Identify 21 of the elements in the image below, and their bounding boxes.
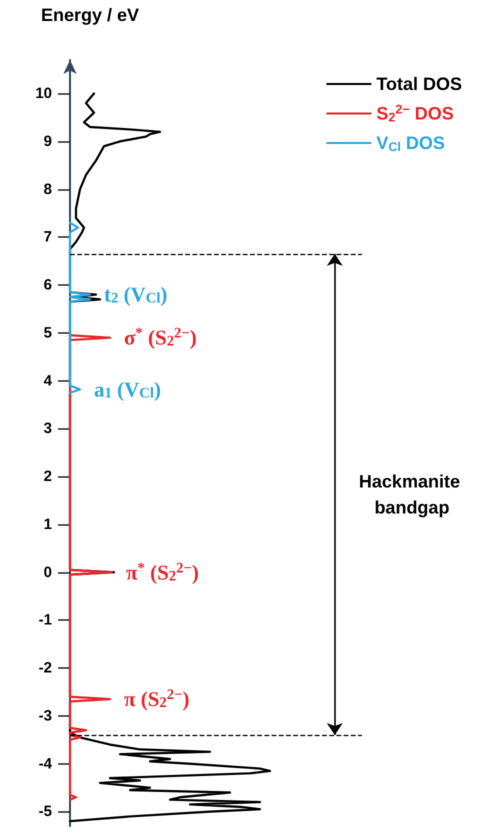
y-tick-label: 9 [44,132,52,150]
y-tick-label: 1 [44,516,52,533]
y-tick-label: 2 [44,468,52,486]
y-tick-label: -2 [38,660,52,677]
y-tick-label: 7 [44,228,52,246]
y-tick-label: 8 [44,180,52,198]
annotation: t2 (VCl) [104,282,168,307]
annotation: a1 (VCl) [94,377,161,402]
y-tick-label: -5 [38,803,52,820]
y-tick-label: 6 [44,276,52,294]
y-tick-label: 0 [44,564,52,581]
y-tick-label: 10 [35,85,52,102]
y-tick-label: -4 [38,755,53,772]
text: Hackmanite bandgap [358,471,465,518]
y-tick-label: -3 [38,707,52,724]
legend-label: Total DOS [376,74,462,94]
y-tick-label: 4 [44,372,53,390]
y-tick-label: -1 [38,612,52,629]
y-tick-label: 3 [44,420,52,438]
y-axis-title: Energy / eV [40,5,140,25]
y-tick-label: 5 [44,324,52,342]
